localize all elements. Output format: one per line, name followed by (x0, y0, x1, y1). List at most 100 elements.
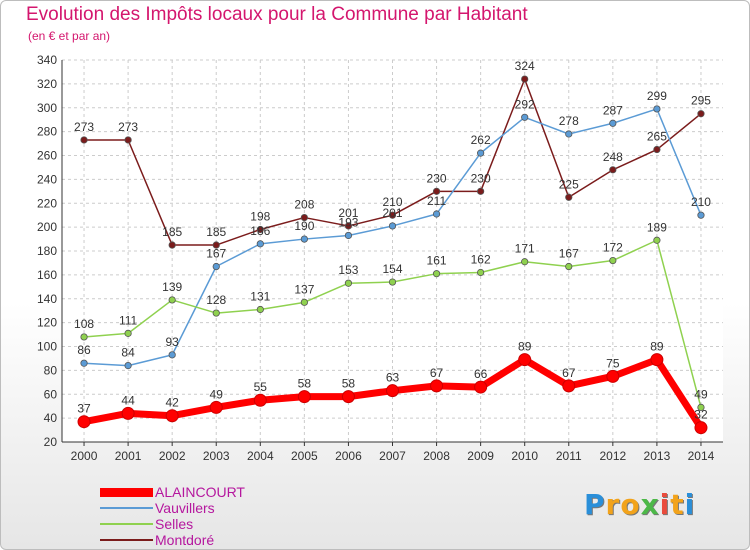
data-label-vauvillers: 210 (691, 195, 711, 209)
data-label-selles: 139 (162, 280, 182, 294)
data-label-alaincourt: 55 (254, 380, 268, 394)
data-point-selles (653, 236, 661, 244)
data-point-vauvillers (344, 231, 353, 240)
legend-label-selles: Selles (155, 516, 194, 532)
data-label-vauvillers: 211 (427, 194, 446, 208)
data-label-selles: 49 (694, 387, 708, 401)
data-label-montdor: 295 (691, 94, 711, 108)
data-label-montdor: 273 (118, 120, 138, 134)
data-label-montdor: 324 (515, 59, 535, 73)
y-tick-label: 260 (37, 149, 57, 163)
y-tick-label: 180 (37, 244, 57, 258)
data-point-vauvillers (477, 149, 485, 157)
data-point-vauvillers (168, 351, 176, 359)
data-point-montdor (609, 166, 617, 174)
data-label-alaincourt: 32 (694, 408, 708, 422)
data-point-vauvillers (256, 240, 264, 248)
data-label-montdor: 248 (603, 150, 623, 164)
data-point-vauvillers (521, 113, 529, 121)
data-point-vauvillers (388, 222, 397, 230)
x-tick-label: 2004 (247, 449, 274, 463)
data-point-vauvillers (697, 211, 705, 219)
data-label-selles: 171 (515, 242, 535, 256)
data-label-vauvillers: 193 (338, 215, 358, 229)
data-label-selles: 189 (647, 220, 667, 234)
x-tick-label: 2009 (467, 449, 494, 463)
data-label-alaincourt: 37 (77, 402, 91, 416)
data-label-montdor: 185 (162, 225, 182, 239)
data-point-alaincourt (121, 406, 135, 420)
data-label-alaincourt: 49 (210, 387, 224, 401)
legend-swatch-selles (100, 523, 153, 525)
data-label-montdor: 273 (74, 120, 94, 134)
data-label-alaincourt: 58 (298, 377, 312, 391)
data-point-alaincourt (77, 415, 91, 429)
data-point-montdor (653, 145, 661, 154)
data-point-vauvillers (565, 130, 573, 138)
data-label-alaincourt: 58 (342, 377, 356, 391)
data-point-alaincourt (518, 353, 532, 367)
x-tick-label: 2014 (688, 449, 715, 463)
data-point-vauvillers (432, 210, 441, 218)
data-label-vauvillers: 86 (77, 343, 91, 357)
legend-swatch-alaincourt (100, 488, 153, 497)
x-tick-label: 2002 (159, 449, 186, 463)
data-label-montdor: 210 (382, 195, 402, 209)
data-label-montdor: 265 (647, 130, 667, 144)
y-tick-label: 140 (37, 292, 57, 306)
data-label-vauvillers: 262 (471, 133, 491, 147)
data-point-alaincourt (209, 400, 223, 414)
legend-swatch-montdore (100, 539, 153, 541)
x-tick-label: 2011 (556, 449, 582, 463)
data-point-vauvillers (609, 119, 617, 127)
data-point-selles (388, 278, 397, 286)
data-label-montdor: 201 (338, 206, 358, 220)
logo-letter: P (584, 488, 606, 521)
data-point-alaincourt (297, 390, 311, 404)
data-label-montdor: 230 (427, 171, 447, 185)
data-point-montdor (697, 110, 705, 118)
data-point-montdor (300, 213, 308, 222)
data-label-selles: 162 (471, 252, 491, 266)
data-point-vauvillers (653, 105, 661, 113)
data-point-vauvillers (80, 359, 88, 367)
y-tick-label: 40 (44, 411, 58, 425)
data-point-selles (300, 298, 308, 306)
x-tick-label: 2001 (115, 449, 142, 463)
y-tick-label: 100 (37, 340, 57, 354)
data-point-vauvillers (212, 262, 220, 271)
data-point-selles (256, 305, 264, 314)
data-point-alaincourt (341, 390, 355, 404)
y-tick-label: 240 (37, 172, 57, 186)
data-point-selles (697, 403, 705, 411)
logo-letter: t (670, 488, 685, 521)
data-label-vauvillers: 84 (121, 346, 135, 360)
data-label-selles: 153 (338, 263, 358, 277)
data-label-selles: 137 (294, 282, 314, 296)
x-tick-label: 2012 (599, 449, 626, 463)
data-label-selles: 131 (250, 289, 270, 303)
data-label-alaincourt: 67 (430, 366, 444, 380)
logo-letter: r (605, 488, 621, 521)
data-label-vauvillers: 201 (382, 206, 402, 220)
data-point-alaincourt (650, 353, 664, 367)
proxiti-logo: Proxiti (584, 488, 695, 521)
data-point-montdor (521, 75, 529, 83)
data-point-selles (609, 256, 617, 265)
data-point-selles (168, 296, 176, 304)
data-point-selles (565, 262, 573, 271)
data-point-selles (212, 309, 220, 317)
data-point-alaincourt (562, 379, 576, 393)
data-label-montdor: 225 (559, 177, 579, 191)
data-point-alaincourt (474, 380, 488, 394)
y-tick-label: 120 (37, 316, 57, 330)
data-point-montdor (477, 187, 485, 195)
data-point-alaincourt (165, 409, 179, 423)
legend-swatch-vauvillers (100, 507, 153, 509)
data-label-alaincourt: 89 (518, 340, 532, 354)
data-point-alaincourt (430, 379, 444, 393)
data-label-alaincourt: 42 (165, 396, 179, 410)
x-tick-label: 2007 (379, 449, 406, 463)
data-label-vauvillers: 299 (647, 89, 667, 103)
